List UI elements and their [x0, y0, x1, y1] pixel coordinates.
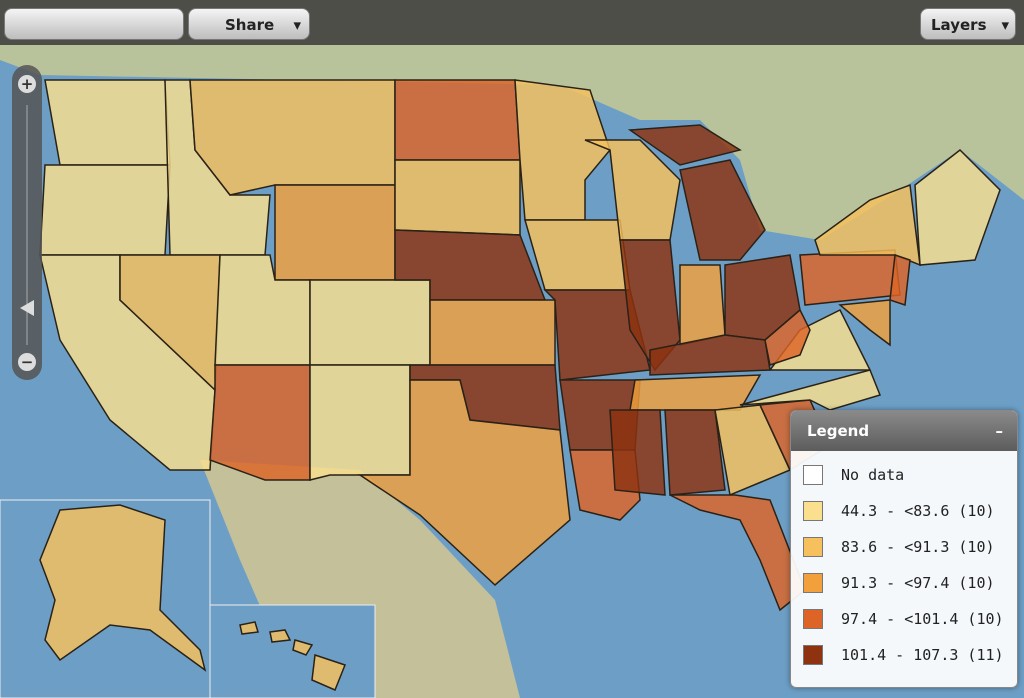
legend: Legend – No data 44.3 - <83.6 (10) 83.6 - <…: [790, 410, 1018, 688]
state[interactable]: [274, 184, 396, 281]
legend-swatch: [803, 537, 823, 557]
legend-collapse[interactable]: –: [995, 422, 1004, 440]
state[interactable]: [44, 79, 171, 166]
inset-states: [39, 504, 346, 691]
share-label: Share: [225, 16, 275, 34]
state[interactable]: [838, 299, 891, 347]
hawaii-inset: [209, 604, 376, 698]
state[interactable]: [914, 149, 1001, 266]
state[interactable]: [309, 279, 431, 366]
dropdown-arrow: ▾: [1001, 16, 1009, 34]
legend-item: 91.3 - <97.4 (10): [791, 565, 1017, 601]
legend-label: 83.6 - <91.3 (10): [841, 538, 995, 556]
legend-label: 101.4 - 107.3 (11): [841, 646, 1004, 664]
state[interactable]: [679, 264, 726, 346]
state[interactable]: [514, 79, 611, 221]
state[interactable]: [394, 159, 521, 236]
share-button[interactable]: Share ▾: [188, 8, 310, 40]
zoom-out-icon: −: [21, 353, 34, 371]
legend-label: 97.4 - <101.4 (10): [841, 610, 1004, 628]
state[interactable]: [799, 249, 901, 306]
state[interactable]: [429, 299, 556, 366]
state[interactable]: [664, 409, 726, 496]
legend-item: 101.4 - 107.3 (11): [791, 637, 1017, 673]
legend-swatch: [803, 609, 823, 629]
region-buttons[interactable]: [4, 8, 184, 40]
state[interactable]: [543, 289, 651, 381]
state[interactable]: [39, 504, 207, 672]
legend-title: Legend: [807, 422, 870, 440]
state[interactable]: [269, 629, 292, 643]
legend-item: 44.3 - <83.6 (10): [791, 493, 1017, 529]
state[interactable]: [357, 379, 571, 587]
legend-item: 83.6 - <91.3 (10): [791, 529, 1017, 565]
layers-button[interactable]: Layers ▾: [920, 8, 1016, 40]
legend-swatch: [803, 645, 823, 665]
zoom-thumb[interactable]: [20, 300, 34, 316]
legend-item: 97.4 - <101.4 (10): [791, 601, 1017, 637]
state[interactable]: [309, 364, 411, 481]
zoom-in-icon: +: [21, 75, 34, 93]
state[interactable]: [394, 79, 521, 161]
state[interactable]: [311, 653, 346, 691]
state[interactable]: [764, 308, 811, 366]
state[interactable]: [209, 364, 311, 481]
zoom-in[interactable]: [18, 75, 36, 93]
zoom-out[interactable]: [18, 353, 36, 371]
state[interactable]: [609, 409, 666, 496]
legend-items: No data 44.3 - <83.6 (10) 83.6 - <91.3 (10…: [791, 451, 1017, 673]
state[interactable]: [39, 164, 171, 256]
state[interactable]: [627, 124, 742, 166]
states: [39, 79, 1001, 612]
state[interactable]: [679, 159, 766, 261]
layers-label: Layers: [931, 16, 987, 34]
legend-item: No data: [791, 457, 1017, 493]
legend-label: 44.3 - <83.6 (10): [841, 502, 995, 520]
legend-label: No data: [841, 466, 905, 484]
state[interactable]: [239, 621, 259, 635]
canada: [0, 45, 1024, 240]
dropdown-arrow: ▾: [293, 16, 301, 34]
legend-swatch: [803, 465, 823, 485]
legend-header: Legend –: [791, 411, 1017, 451]
state[interactable]: [669, 494, 806, 612]
state[interactable]: [739, 369, 882, 411]
state[interactable]: [189, 79, 396, 196]
legend-swatch: [803, 573, 823, 593]
legend-label: 91.3 - <97.4 (10): [841, 574, 995, 592]
legend-swatch: [803, 501, 823, 521]
state[interactable]: [889, 253, 911, 307]
state[interactable]: [292, 639, 314, 656]
